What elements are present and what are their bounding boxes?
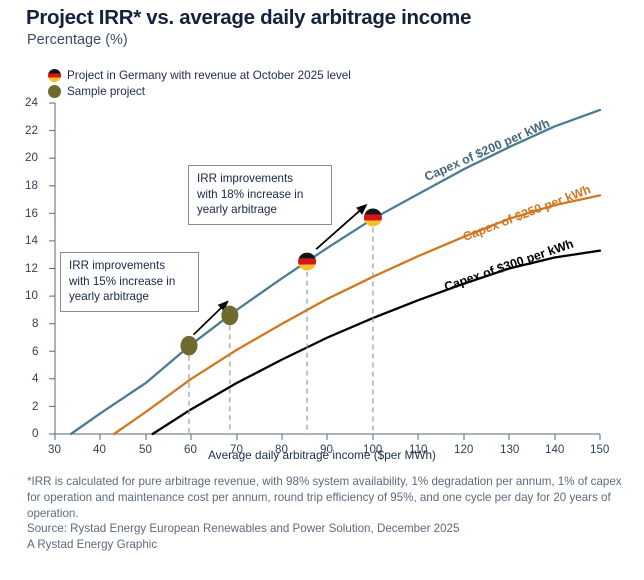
- y-tick-16: 16: [25, 207, 38, 220]
- x-tick-140: 140: [545, 443, 565, 456]
- y-tick-22: 22: [25, 124, 38, 137]
- chart-legend: Project in Germany with revenue at Octob…: [48, 68, 351, 100]
- y-tick-8: 8: [32, 317, 39, 330]
- page-title: Project IRR* vs. average daily arbitrage…: [26, 6, 472, 29]
- y-tick-18: 18: [25, 179, 38, 192]
- x-tick-80: 80: [275, 443, 288, 456]
- x-tick-90: 90: [320, 443, 333, 456]
- x-tick-70: 70: [230, 443, 243, 456]
- german-flag-circle-icon: [48, 69, 61, 82]
- y-tick-0: 0: [32, 427, 39, 440]
- y-tick-24: 24: [25, 96, 38, 109]
- x-tick-150: 150: [590, 443, 610, 456]
- series-line-1: [112, 194, 602, 436]
- sample-project-circle-icon: [48, 85, 61, 98]
- x-tick-120: 120: [454, 443, 474, 456]
- x-tick-100: 100: [363, 443, 383, 456]
- series-line-2: [151, 249, 602, 436]
- x-tick-50: 50: [139, 443, 152, 456]
- x-tick-60: 60: [184, 443, 197, 456]
- series-line-0: [69, 108, 602, 436]
- drop-lines: [188, 227, 374, 434]
- y-tick-4: 4: [32, 372, 39, 385]
- y-tick-20: 20: [25, 151, 38, 164]
- increase-arrow-0: [192, 300, 229, 336]
- y-tick-12: 12: [25, 262, 38, 275]
- increase-arrow-1: [315, 203, 368, 250]
- x-tick-110: 110: [409, 443, 428, 456]
- footnote-source: Source: Rystad Energy European Renewable…: [27, 522, 460, 536]
- chart-subtitle: Percentage (%): [27, 32, 128, 48]
- x-tick-30: 30: [48, 443, 61, 456]
- data-point-sample-1[interactable]: [221, 305, 239, 326]
- legend-item-sample: Sample project: [48, 84, 351, 99]
- y-tick-14: 14: [25, 234, 38, 247]
- increase-arrows: [192, 203, 368, 336]
- legend-label-sample: Sample project: [67, 85, 145, 98]
- footnote-credit: A Rystad Energy Graphic: [27, 538, 158, 552]
- x-axis-title: Average daily arbitrage income ($per MWh…: [208, 448, 436, 462]
- x-tick-40: 40: [93, 443, 106, 456]
- x-tick-130: 130: [500, 443, 520, 456]
- plot-area: [49, 102, 602, 440]
- data-point-germany-3[interactable]: [363, 208, 383, 227]
- annotation-18-percent: IRR improvements with 18% increase in ye…: [188, 165, 332, 225]
- footnote-methodology: *IRR is calculated for pure arbitrage re…: [27, 475, 622, 520]
- annotation-15-percent: IRR improvements with 15% increase in ye…: [60, 252, 199, 312]
- y-tick-6: 6: [32, 345, 39, 358]
- y-tick-10: 10: [25, 289, 38, 302]
- x-axis-ticks: [54, 434, 601, 440]
- data-point-germany-2[interactable]: [297, 252, 317, 271]
- data-point-sample-0[interactable]: [180, 335, 198, 356]
- footnote-block: *IRR is calculated for pure arbitrage re…: [27, 474, 627, 553]
- legend-label-germany: Project in Germany with revenue at Octob…: [67, 69, 351, 82]
- y-axis-ticks: [49, 102, 55, 435]
- y-tick-2: 2: [32, 400, 39, 413]
- legend-item-germany: Project in Germany with revenue at Octob…: [48, 68, 351, 83]
